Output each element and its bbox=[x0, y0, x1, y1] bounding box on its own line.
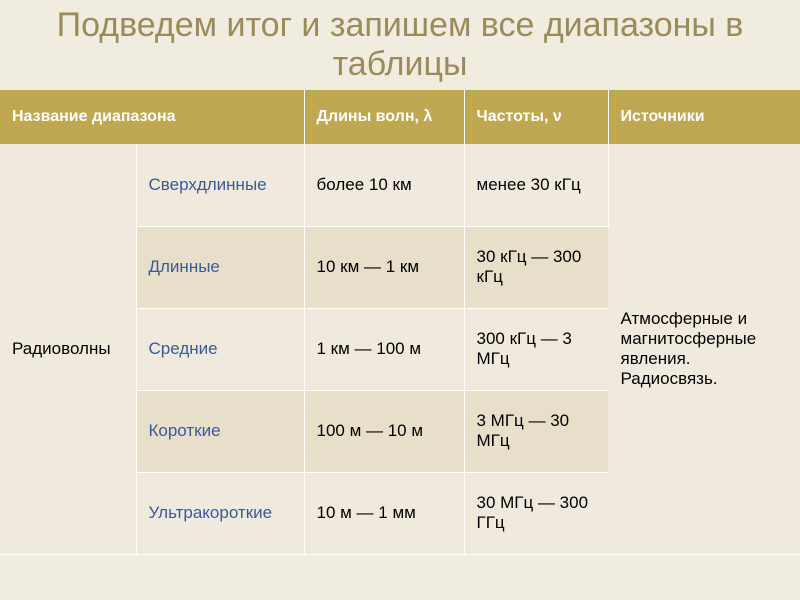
header-row: Название диапазона Длины волн, λ Частоты… bbox=[0, 90, 800, 144]
cell-name: Средние bbox=[136, 308, 304, 390]
range-name-link: Короткие bbox=[149, 421, 221, 440]
cell-frequency: 300 кГц — 3 МГц bbox=[464, 308, 608, 390]
slide: Подведем итог и запишем все диапазоны в … bbox=[0, 0, 800, 600]
group-label: Радиоволны bbox=[12, 339, 111, 358]
sources-cell: Атмосферные и магнитосферные явления. Ра… bbox=[608, 144, 800, 554]
range-name-link: Ультракороткие bbox=[149, 503, 273, 522]
cell-frequency: менее 30 кГц bbox=[464, 144, 608, 226]
ranges-table: Название диапазона Длины волн, λ Частоты… bbox=[0, 90, 800, 555]
range-name-link: Сверхдлинные bbox=[149, 175, 267, 194]
cell-wavelength: 10 м — 1 мм bbox=[304, 472, 464, 554]
cell-frequency: 30 кГц — 300 кГц bbox=[464, 226, 608, 308]
slide-title: Подведем итог и запишем все диапазоны в … bbox=[0, 0, 800, 90]
th-wavelength: Длины волн, λ bbox=[304, 90, 464, 144]
cell-wavelength: более 10 км bbox=[304, 144, 464, 226]
cell-wavelength: 100 м — 10 м bbox=[304, 390, 464, 472]
table-body: Радиоволны Сверхдлинные более 10 км мене… bbox=[0, 144, 800, 554]
range-name-link: Длинные bbox=[149, 257, 220, 276]
cell-name: Ультракороткие bbox=[136, 472, 304, 554]
cell-name: Сверхдлинные bbox=[136, 144, 304, 226]
cell-wavelength: 1 км — 100 м bbox=[304, 308, 464, 390]
sources-text: Атмосферные и магнитосферные явления. Ра… bbox=[621, 309, 757, 388]
th-frequency: Частоты, ν bbox=[464, 90, 608, 144]
th-name: Название диапазона bbox=[0, 90, 304, 144]
table-row: Радиоволны Сверхдлинные более 10 км мене… bbox=[0, 144, 800, 226]
cell-frequency: 30 МГц — 300 ГГц bbox=[464, 472, 608, 554]
cell-frequency: 3 МГц — 30 МГц bbox=[464, 390, 608, 472]
range-name-link: Средние bbox=[149, 339, 218, 358]
cell-name: Длинные bbox=[136, 226, 304, 308]
group-cell: Радиоволны bbox=[0, 144, 136, 554]
th-sources: Источники bbox=[608, 90, 800, 144]
cell-wavelength: 10 км — 1 км bbox=[304, 226, 464, 308]
cell-name: Короткие bbox=[136, 390, 304, 472]
